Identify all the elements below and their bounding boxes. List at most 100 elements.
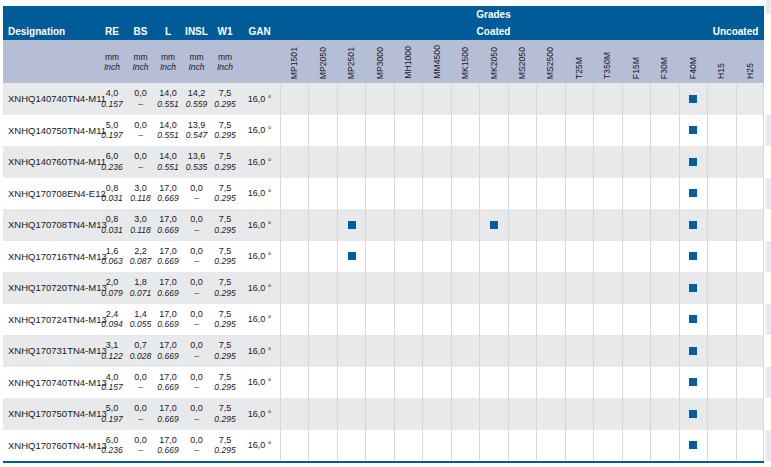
- inch-value: –: [194, 319, 199, 330]
- grade-cell-mk1500: [451, 335, 479, 367]
- w1-value-cell: 7,50.295: [211, 367, 239, 399]
- column-header-l: L: [154, 23, 182, 40]
- grade-cell-t350m: [593, 367, 621, 399]
- grade-cell-f15m: [622, 178, 650, 210]
- mm-value: 17,0: [159, 309, 177, 320]
- grade-available-mark: [689, 126, 697, 134]
- mm-value: 0,0: [190, 403, 203, 414]
- grade-cell-mp2050: [308, 115, 336, 147]
- grade-available-mark: [689, 315, 697, 323]
- grade-column-label-h25: H25: [736, 40, 764, 83]
- grade-cell-t25m: [565, 146, 593, 178]
- grade-cell-mp2050: [308, 304, 336, 336]
- grade-cell-f30m: [650, 304, 678, 336]
- grade-cell-mk2050: [479, 272, 507, 304]
- inch-value: 0.547: [186, 130, 207, 141]
- grade-cell-f40m: [679, 304, 707, 336]
- grade-cell-ms2050: [508, 398, 536, 430]
- grade-cell-mk2050: [479, 398, 507, 430]
- mm-value: 0,0: [190, 435, 203, 446]
- re-value-cell: 0,80.031: [97, 209, 127, 241]
- grade-cell-mp1501: [280, 178, 308, 210]
- grade-cell-mk2050: [479, 83, 507, 115]
- grade-cell-f15m: [622, 335, 650, 367]
- grade-cell-h15: [707, 272, 735, 304]
- grade-label-text: H15: [716, 63, 726, 79]
- mm-value: 0,0: [190, 246, 203, 257]
- unit-cell-l: mmInch: [154, 40, 182, 83]
- sliver-segment: [766, 430, 771, 462]
- grade-cell-mm4500: [422, 241, 450, 273]
- re-value-cell: 2,40.094: [97, 304, 127, 336]
- grade-label-text: MP2501: [346, 47, 356, 79]
- mm-value: 6,0: [106, 151, 119, 162]
- bs-value-cell: 0,0–: [127, 430, 154, 462]
- mm-value: 2,0: [106, 277, 119, 288]
- inch-value: –: [138, 382, 143, 393]
- gan-value-cell: 16,0 °: [239, 241, 280, 273]
- unit-mm-label: mm: [161, 52, 175, 62]
- l-value-cell: 17,00.669: [154, 367, 182, 399]
- grade-cell-h25: [736, 430, 764, 462]
- grade-cell-f40m: [679, 367, 707, 399]
- grade-cell-h15: [707, 335, 735, 367]
- inch-value: 0.669: [157, 256, 178, 267]
- grade-available-mark: [490, 221, 498, 229]
- grade-column-label-mp1501: MP1501: [280, 40, 308, 83]
- grade-cell-t350m: [593, 209, 621, 241]
- mm-value: 17,0: [159, 183, 177, 194]
- table-row: XNHQ170740TN4-M134,00.1570,0–17,00.6690,…: [3, 367, 764, 399]
- grade-column-label-t25m: T25M: [565, 40, 593, 83]
- designation-cell: XNHQ170731TN4-M13: [3, 335, 97, 367]
- grade-cell-mp1501: [280, 304, 308, 336]
- grade-cell-t25m: [565, 241, 593, 273]
- mm-value: 13,6: [188, 151, 206, 162]
- grade-cell-mp2501: [337, 398, 365, 430]
- inch-value: 0.669: [157, 193, 178, 204]
- grade-label-text: T350M: [602, 52, 612, 79]
- mm-value: 7,5: [219, 372, 232, 383]
- gan-value-cell: 16,0 °: [239, 430, 280, 462]
- inch-value: 0.197: [101, 414, 122, 425]
- grade-cell-mp2501: [337, 241, 365, 273]
- grade-cell-mp2501: [337, 83, 365, 115]
- mm-value: 17,0: [159, 403, 177, 414]
- designation-cell: XNHQ170724TN4-M13: [3, 304, 97, 336]
- gan-value-cell: 16,0 °: [239, 272, 280, 304]
- grade-cell-f40m: [679, 335, 707, 367]
- l-value-cell: 17,00.669: [154, 430, 182, 462]
- grade-cell-mp3000: [365, 367, 393, 399]
- inch-value: 0.087: [130, 256, 151, 267]
- w1-value-cell: 7,50.295: [211, 304, 239, 336]
- mm-value: 7,5: [219, 435, 232, 446]
- grade-cell-f15m: [622, 430, 650, 462]
- grade-cell-ms2500: [536, 272, 564, 304]
- inch-value: 0.079: [101, 288, 122, 299]
- grade-label-text: MM4500: [432, 45, 442, 79]
- grade-label-text: F15M: [631, 57, 641, 79]
- inch-value: 0.669: [157, 351, 178, 362]
- grade-cell-f15m: [622, 241, 650, 273]
- grade-cell-mp1501: [280, 398, 308, 430]
- grade-cell-mh1000: [394, 304, 422, 336]
- mm-value: 1,6: [106, 246, 119, 257]
- grade-cell-f30m: [650, 209, 678, 241]
- grade-cell-t350m: [593, 304, 621, 336]
- grade-cell-f15m: [622, 209, 650, 241]
- grade-cell-f30m: [650, 178, 678, 210]
- inch-value: 0.236: [101, 162, 122, 173]
- grade-cell-mp2050: [308, 178, 336, 210]
- grade-cell-mp1501: [280, 146, 308, 178]
- inch-value: 0.669: [157, 382, 178, 393]
- grade-available-mark: [348, 252, 356, 260]
- designation-cell: XNHQ170708TN4-M13: [3, 209, 97, 241]
- grade-cell-mh1000: [394, 272, 422, 304]
- grade-cell-ms2050: [508, 241, 536, 273]
- mm-value: 7,5: [219, 403, 232, 414]
- grade-label-text: T25M: [574, 57, 584, 79]
- units-spacer-gan: [239, 40, 280, 83]
- grade-label-text: MS2500: [545, 47, 555, 79]
- grade-available-mark: [689, 347, 697, 355]
- insl-value-cell: 0,0–: [182, 398, 211, 430]
- grade-cell-h15: [707, 241, 735, 273]
